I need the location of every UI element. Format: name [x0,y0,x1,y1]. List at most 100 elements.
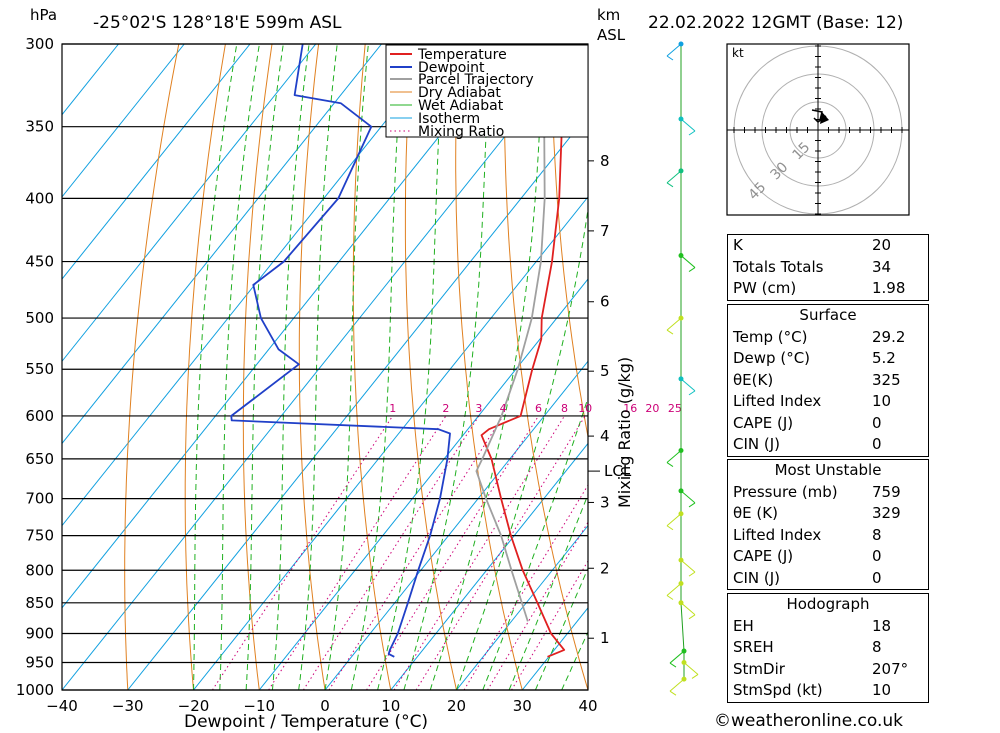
wind-barb-flag [666,462,674,467]
pressure-tick-label: 750 [25,527,54,545]
wind-barb-staff [669,678,685,692]
isotherm-line [62,44,382,445]
km-tick-label: 1 [600,629,610,647]
index-row: Totals Totals 34 [733,257,892,276]
wet-adiabat-line [456,206,588,690]
hodograph: kt 15 30 45 [726,43,910,216]
pressure-tick-label: 450 [25,253,54,271]
hodo-row: StmDir 207° [733,659,909,678]
km-unit: km [597,6,620,24]
pressure-tick-label: 900 [25,624,54,642]
temperature-tick-label: −10 [243,697,275,715]
isotherm-line [62,44,317,363]
isotherm-line [193,196,588,690]
wind-barb-flag [688,614,696,620]
dry-adiabat-line [242,44,273,690]
km-tick-label: 3 [600,493,610,511]
pressure-tick-label: 850 [25,594,54,612]
datetime-title: 22.02.2022 12GMT (Base: 12) [648,13,903,33]
wet-adiabat-line [193,44,238,690]
lcl-label: LCL [604,462,632,480]
surface-row: θE(K) 325 [733,370,901,389]
mixing-ratio-label: 10 [578,402,592,415]
mixing-ratio-label: 2 [442,402,449,415]
surface-row: Dewp (°C) 5.2 [733,349,896,367]
pressure-tick-label: 950 [25,653,54,671]
wet-adiabat-line [324,44,369,690]
pressure-unit: hPa [30,6,57,24]
legend-dry-adiabat: Dry Adiabat [418,85,501,101]
mixing-ratio-label: 20 [645,402,659,415]
temperature-tick-label: 20 [447,697,466,715]
mixing-ratio-label: 6 [535,402,542,415]
temperature-tick-label: −20 [178,697,210,715]
wind-barb-staff [680,118,696,132]
km-tick-label: 8 [600,152,610,170]
mixing-ratio-label: 25 [668,402,682,415]
temperature-tick-label: −40 [46,697,78,715]
surface-row: CAPE (J) 0 [733,413,882,432]
wind-barb-staff [680,255,696,268]
wind-barb-staff [666,43,682,57]
surface-row: CIN (J) 0 [733,435,882,453]
wind-barb-staff [666,450,682,463]
temperature-tick-label: 40 [578,697,597,715]
wind-barb-flag [691,674,699,679]
series-parcel-trajectory-line [475,44,546,622]
legend: Temperature Dewpoint Parcel Trajectory D… [385,44,589,140]
isotherm-line [456,524,588,690]
wind-profile [666,41,699,696]
wind-barb-staff [666,583,682,596]
wind-barb-staff [666,317,682,331]
wind-barb-staff [680,559,696,573]
wind-barb-flag [688,130,696,136]
isotherm-line [127,113,588,690]
dry-adiabat-line [924,44,1000,690]
temperature-tick-label: 0 [320,697,330,715]
mixing-ratio-label: 8 [561,402,568,415]
mu-row: Pressure (mb) 759 [733,482,901,501]
hodo-row: SREH 8 [733,638,882,656]
hodo-unit: kt [732,46,744,60]
mixing-ratio-label: 16 [623,402,637,415]
plot-frame [61,43,589,691]
wind-barb-flag [669,690,677,696]
wet-adiabat-line [429,44,545,690]
isotherm-line [62,44,448,527]
mixing-ratio-label: 4 [500,402,507,415]
indices-panel: K 20 Totals Totals 34 PW (cm) 1.98 [727,234,929,301]
surface-title: Surface [799,306,857,324]
pressure-tick-label: 600 [25,407,54,425]
legend-wet-adiabat: Wet Adiabat [418,98,504,114]
wind-barb-flag [666,329,674,335]
mixing-ratio-line [268,415,447,690]
km-tick-label: 5 [600,362,610,380]
hodo-row: EH 18 [733,616,892,635]
wind-barb-flag [669,662,677,668]
km-tick-label: 7 [600,222,610,240]
series-dewpoint-line [230,44,451,658]
pressure-tick-label: 550 [25,360,54,378]
km-tick-label: 4 [600,427,610,445]
dry-adiabat-line [404,44,457,690]
km-tick-label: 2 [600,559,610,577]
wind-barb-staff [683,662,699,675]
wet-adiabat-line [508,493,588,690]
wind-barb-flag [688,390,696,396]
wind-barb-flag [688,502,696,508]
axes: 3003504004505005506006507007508008509009… [16,35,598,715]
credit: ©weatheronline.co.uk [714,711,904,731]
most-unstable-title: Most Unstable [774,461,882,479]
wind-barb-staff [666,170,682,184]
dry-adiabat-line [352,44,392,690]
pressure-tick-label: 300 [25,35,54,53]
isotherm-line [62,44,185,198]
pressure-tick-label: 1000 [16,681,54,699]
wet-adiabat-line [534,567,588,690]
wind-barb-flag [666,525,674,531]
isotherm-line [62,44,514,609]
hodo-row: StmSpd (kt) 10 [733,681,892,699]
mixing-ratio-line [366,415,539,690]
dry-adiabat-line [455,44,523,690]
mixing-ratio-label: 1 [389,402,396,415]
